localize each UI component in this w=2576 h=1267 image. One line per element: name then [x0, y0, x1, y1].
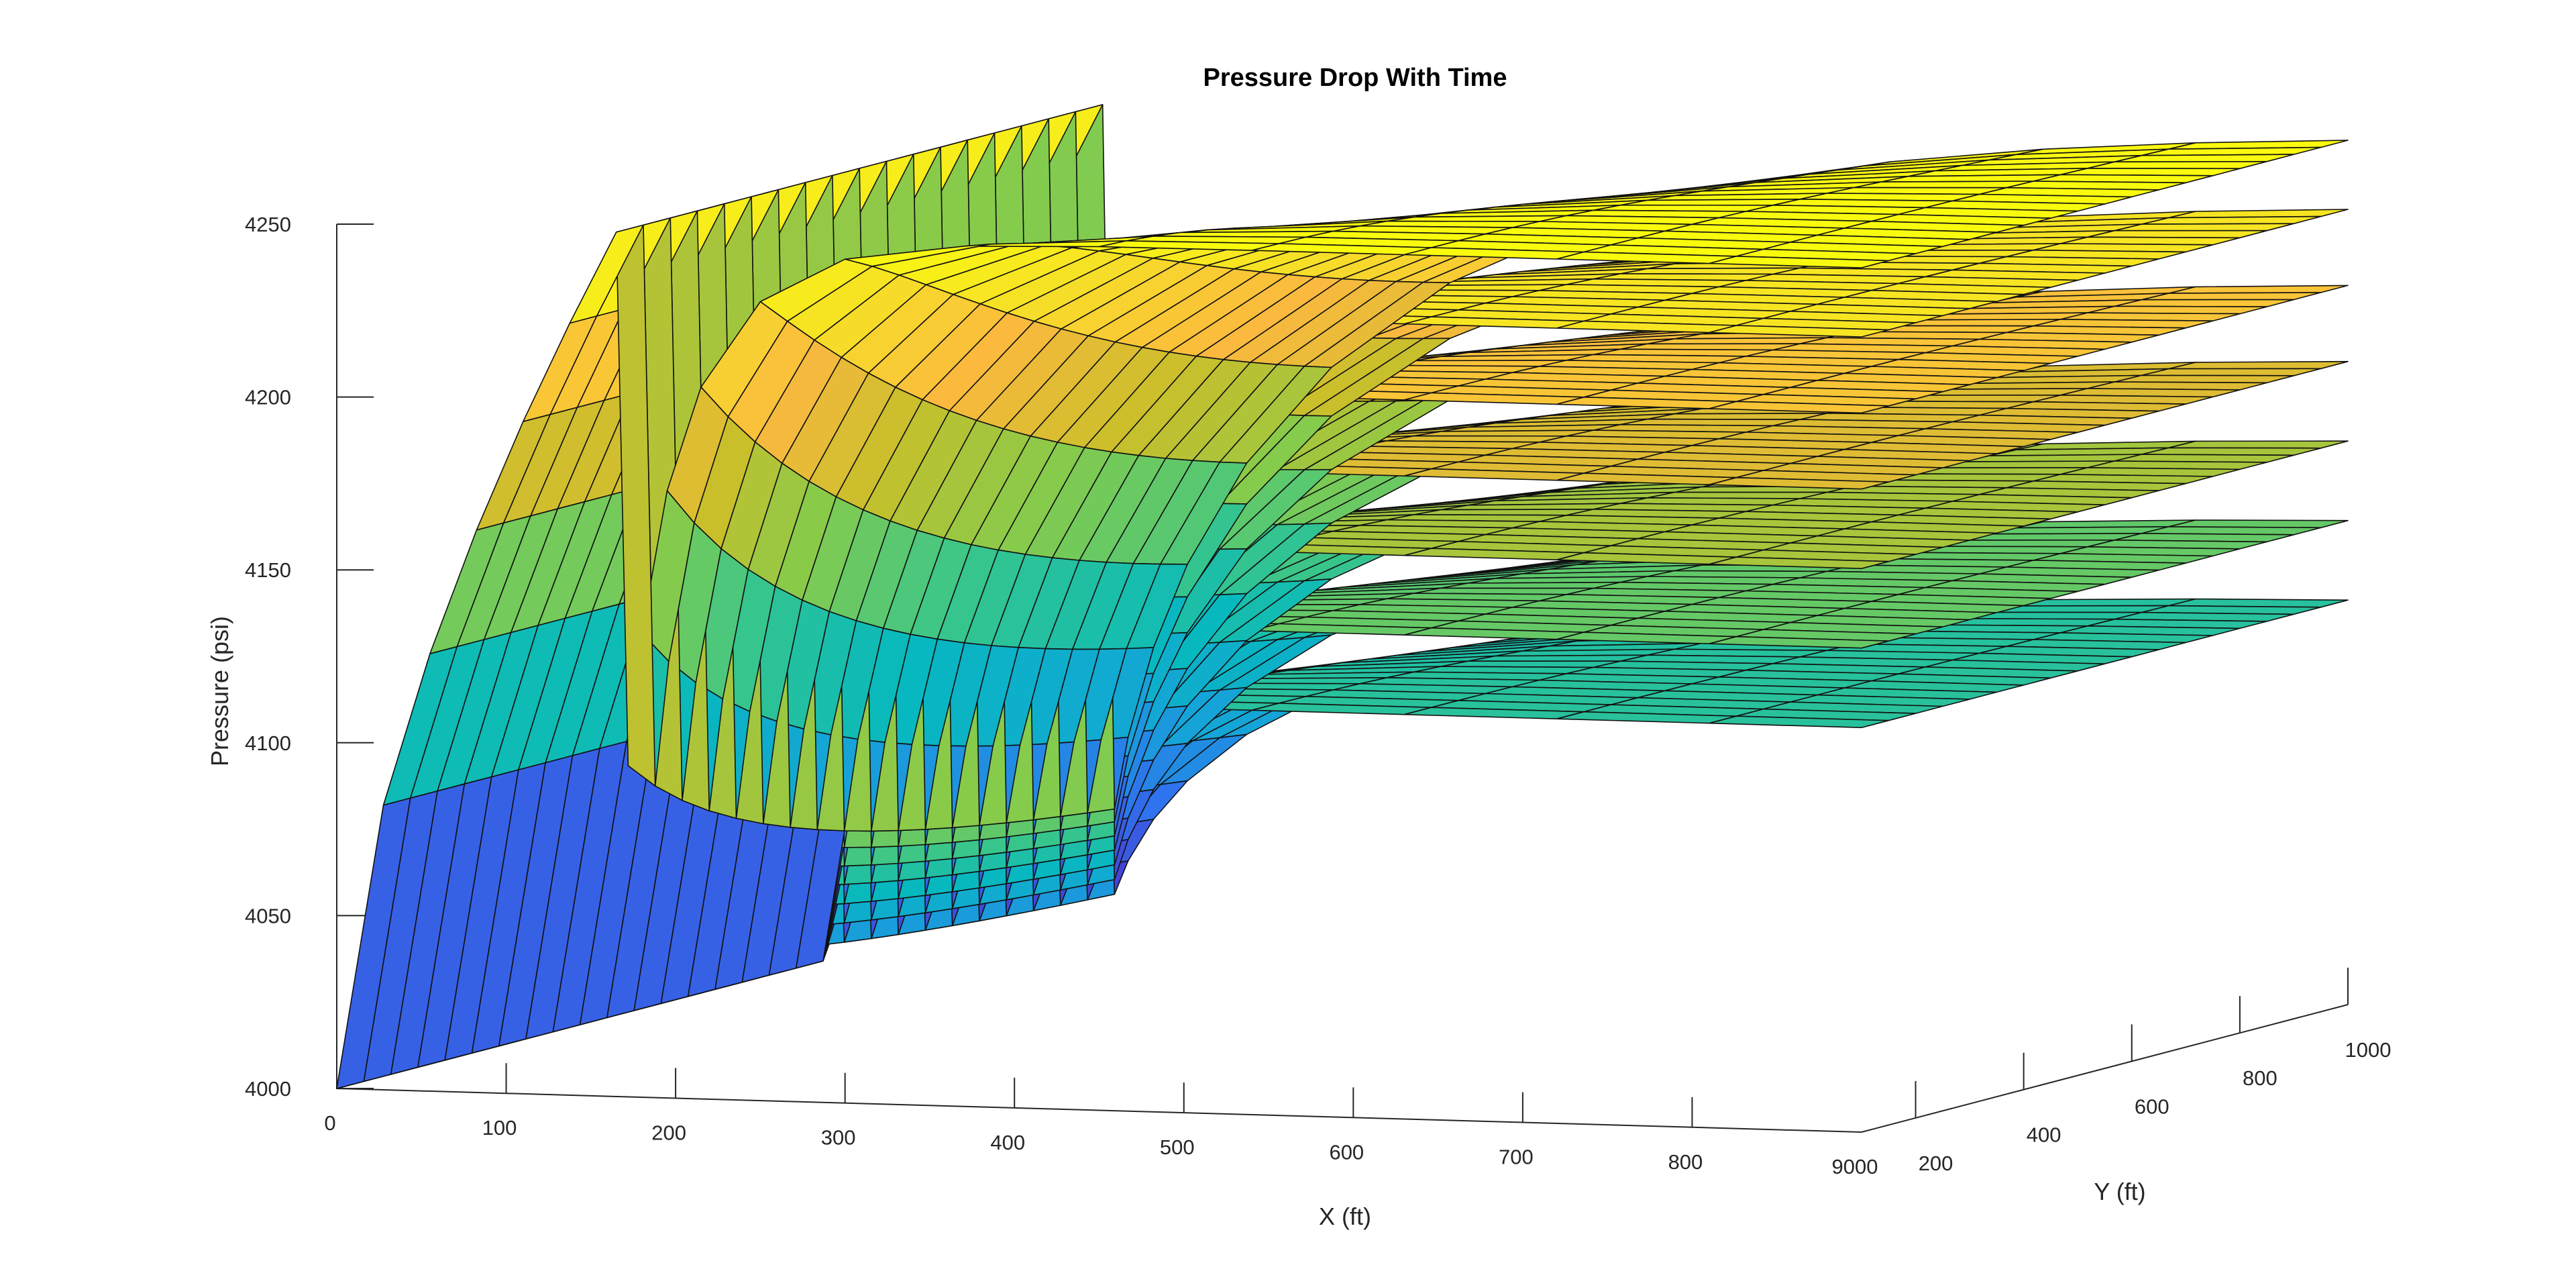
x-tick-label: 300	[821, 1126, 856, 1150]
x-tick-label: 500	[1160, 1135, 1195, 1159]
x-axis-label: X (ft)	[1319, 1203, 1371, 1230]
x-tick-label: 800	[1668, 1150, 1703, 1174]
surface-patch	[2167, 440, 2349, 449]
surface-patch	[336, 797, 411, 1089]
tick-labels: 0 100 200 300 400 500 600 700 800 9000 200 400 600 80…	[245, 213, 2391, 1178]
z-tick-label: 4100	[245, 731, 291, 755]
y-axis-label: Y (ft)	[2094, 1178, 2145, 1205]
surface-patch	[2141, 368, 2322, 376]
axes	[336, 223, 2349, 1133]
y-tick-label: 400	[2027, 1123, 2061, 1147]
surfaces	[336, 104, 2349, 1089]
z-tick-label: 4000	[245, 1077, 291, 1101]
x-tick-label: 600	[1329, 1140, 1364, 1164]
surface-patch	[2114, 299, 2295, 307]
z-tick-label: 4150	[245, 558, 291, 582]
chart-title: Pressure Drop With Time	[1203, 64, 1507, 92]
x-axis-line	[336, 1088, 1862, 1133]
z-tick-label: 4200	[245, 386, 291, 409]
surface-time-step-1	[336, 104, 2349, 1089]
z-tick-label: 4250	[245, 213, 291, 236]
y-tick-label: 1000	[2345, 1038, 2392, 1062]
x-tick-label: 9000	[1832, 1155, 1878, 1178]
z-tick-label: 4050	[245, 904, 291, 927]
x-tick-label: 0	[324, 1111, 335, 1135]
x-tick-label: 200	[651, 1121, 686, 1144]
x-tick-label: 400	[990, 1131, 1025, 1154]
z-axis-label: Pressure (psi)	[206, 616, 233, 766]
y-tick-label: 800	[2243, 1066, 2277, 1090]
y-tick-label: 600	[2135, 1095, 2169, 1118]
x-tick-label: 100	[482, 1116, 517, 1139]
y-tick-label: 200	[1919, 1152, 1953, 1175]
surface-patch	[2086, 160, 2267, 169]
x-tick-label: 700	[1499, 1146, 1534, 1169]
y-axis-line	[1861, 1004, 2349, 1133]
